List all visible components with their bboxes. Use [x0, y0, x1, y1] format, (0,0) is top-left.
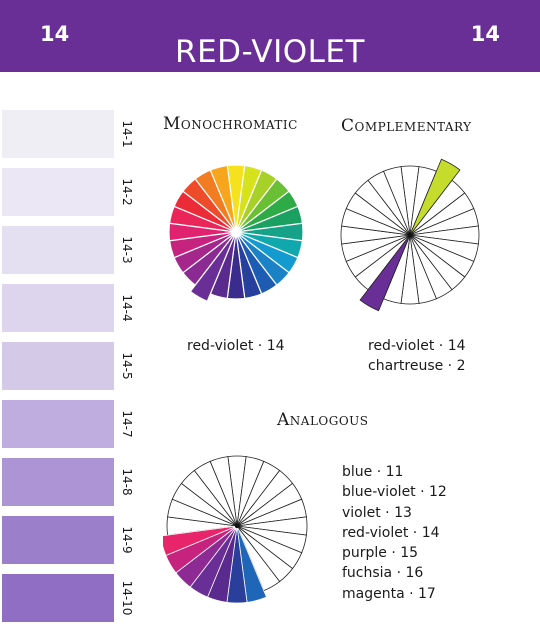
page-title: RED-VIOLET [175, 34, 365, 70]
swatch-label: 14-1 [120, 120, 134, 148]
analogous-color-item: red-violet · 14 [342, 524, 440, 541]
swatch-label: 14-5 [120, 352, 134, 380]
complementary-caption-1: red-violet · 14 [368, 338, 466, 354]
analogous-color-item: violet · 13 [342, 504, 412, 521]
swatch-label: 14-4 [120, 294, 134, 322]
wheel-segment [209, 164, 237, 233]
swatch-label: 14-2 [120, 178, 134, 206]
swatch-label: 14-10 [120, 580, 134, 616]
complementary-heading: Complementary [341, 116, 472, 136]
highlight-wedge-14 [359, 234, 411, 312]
color-swatch [2, 168, 114, 216]
swatch-label: 14-3 [120, 236, 134, 264]
color-swatch [2, 342, 114, 390]
color-swatch [2, 458, 114, 506]
analogous-color-item: magenta · 17 [342, 585, 436, 602]
monochromatic-color-wheel [168, 164, 304, 303]
color-swatch [2, 226, 114, 274]
analogous-color-item: fuchsia · 16 [342, 565, 424, 582]
analogous-heading: Analogous [277, 410, 369, 430]
highlight-wedge-17 [163, 525, 238, 556]
swatch-label: 14-9 [120, 526, 134, 554]
color-swatch [2, 400, 114, 448]
analogous-color-item: purple · 15 [342, 545, 419, 562]
color-swatch [2, 284, 114, 332]
analogous-color-item: blue-violet · 12 [342, 484, 447, 501]
highlight-wedge-2 [409, 158, 461, 236]
wheel-segment [383, 166, 411, 236]
complementary-color-wheel [340, 158, 480, 312]
analogous-color-list: blue · 11 blue-violet · 12 violet · 13 red-… [342, 462, 447, 604]
color-swatch [2, 516, 114, 564]
page-number-right: 14 [470, 22, 500, 46]
monochromatic-caption: red-violet · 14 [187, 338, 285, 354]
highlight-wedge-red-violet [189, 231, 237, 303]
wheel-segment [209, 456, 238, 527]
color-swatch [2, 574, 114, 622]
analogous-color-item: blue · 11 [342, 464, 404, 480]
swatch-label: 14-8 [120, 468, 134, 496]
page-number-left: 14 [40, 22, 70, 46]
wheel-hub [234, 523, 240, 529]
wheel-hub [407, 232, 413, 238]
swatch-label: 14-7 [120, 410, 134, 438]
complementary-caption-2: chartreuse · 2 [368, 358, 466, 374]
page-header: 14 RED-VIOLET 14 [0, 0, 540, 72]
monochromatic-heading: Monochromatic [163, 114, 298, 134]
color-swatch [2, 110, 114, 158]
analogous-color-wheel [163, 455, 308, 604]
